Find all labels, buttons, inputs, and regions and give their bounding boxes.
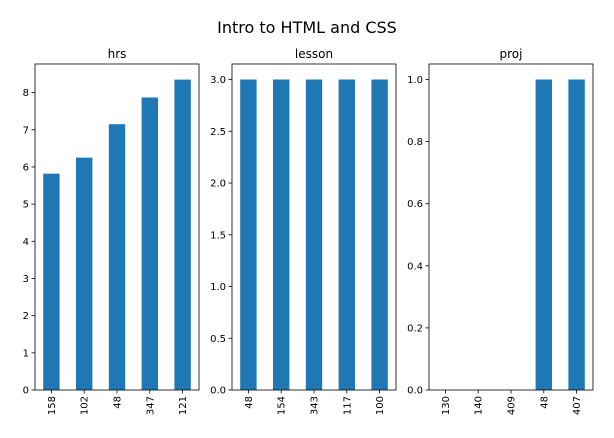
bar (240, 79, 257, 391)
subplot-1: hrs 158 102 48 347 121 0 1 2 3 4 5 6 7 8 (23, 47, 200, 415)
bar (371, 79, 388, 391)
y-tick-label: 4 (23, 237, 29, 248)
x-tick-label: 409 (507, 396, 518, 415)
y-tick-label: 2.5 (210, 127, 226, 138)
x-tick-label: 100 (375, 396, 386, 415)
bar (273, 79, 290, 391)
subplot-2: lesson 48 154 343 117 100 0.0 0.5 1.0 1.5 2.0 2.5 3.… (210, 47, 397, 415)
y-tick-label: 2.0 (210, 179, 226, 190)
x-tick-label: 154 (277, 396, 288, 415)
y-tick-label: 3.0 (210, 75, 226, 86)
y-tick-label: 3 (23, 274, 29, 285)
x-tick-label: 130 (441, 396, 452, 415)
x-tick-label: 158 (47, 396, 58, 415)
y-tick-label: 7 (23, 125, 29, 136)
x-tick-label: 347 (145, 396, 156, 415)
x-tick-label: 407 (572, 396, 583, 415)
y-tick-label: 1 (23, 348, 29, 359)
bar (43, 173, 60, 390)
y-tick-label: 1.0 (407, 75, 423, 86)
subplot-title: proj (500, 47, 523, 61)
axes-frame (231, 63, 397, 391)
y-tick-label: 0.6 (407, 199, 423, 210)
y-tick-label: 0.8 (407, 137, 423, 148)
y-tick-label: 2 (23, 311, 29, 322)
subplot-title: hrs (108, 47, 127, 61)
axes-frame (428, 63, 594, 391)
figure-suptitle: Intro to HTML and CSS (217, 18, 397, 37)
bar (76, 157, 93, 390)
bar (338, 79, 355, 391)
x-tick-label: 48 (244, 396, 255, 409)
y-tick-label: 1.5 (210, 230, 226, 241)
y-tick-label: 8 (23, 88, 29, 99)
x-tick-label: 140 (474, 396, 485, 415)
y-tick-label: 0 (23, 386, 29, 397)
y-tick-label: 0.2 (407, 323, 423, 334)
y-tick-label: 0.4 (407, 261, 423, 272)
x-tick-label: 48 (113, 396, 124, 409)
bar (108, 124, 126, 390)
x-tick-label: 343 (310, 396, 321, 415)
bar (568, 79, 585, 391)
bar (174, 79, 191, 391)
subplot-title: lesson (295, 47, 333, 61)
bar (535, 79, 552, 391)
x-tick-label: 102 (80, 396, 91, 415)
y-tick-label: 6 (23, 162, 29, 173)
y-tick-label: 0.0 (407, 386, 423, 397)
y-tick-label: 1.0 (210, 282, 226, 293)
x-tick-label: 48 (539, 396, 550, 409)
bar (305, 79, 323, 391)
y-tick-label: 0.0 (210, 386, 226, 397)
bar (141, 97, 158, 390)
subplot-3: proj 130 140 409 48 407 0.0 0.2 0.4 0.6 0.8 1.0 (407, 47, 594, 415)
axes-frame (34, 63, 200, 391)
y-tick-label: 0.5 (210, 334, 226, 345)
x-tick-label: 117 (342, 396, 353, 415)
x-tick-label: 121 (178, 396, 189, 415)
y-tick-label: 5 (23, 200, 29, 211)
